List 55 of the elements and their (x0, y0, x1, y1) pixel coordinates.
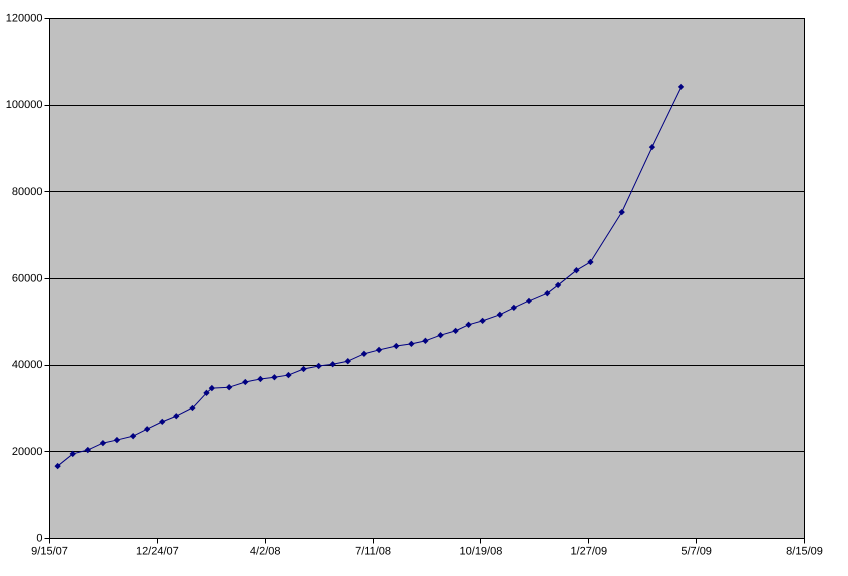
point (437, 332, 444, 338)
point (114, 436, 120, 444)
point (422, 338, 429, 344)
point (100, 440, 106, 446)
y-tick-label: 0 (36, 532, 42, 544)
point (226, 384, 232, 390)
y-tick-label: 120000 (6, 12, 42, 24)
point (510, 304, 518, 312)
y-tick-label: 100000 (6, 99, 42, 112)
y-tick-label: 60000 (12, 272, 42, 284)
point (300, 366, 307, 372)
point (315, 362, 322, 370)
x-tick-label: 8/15/09 (786, 546, 823, 558)
point (54, 462, 61, 470)
point (479, 318, 486, 324)
point (144, 426, 150, 432)
point (130, 433, 136, 440)
point (554, 282, 562, 288)
point (526, 298, 532, 304)
point (203, 390, 210, 396)
point (271, 374, 278, 380)
point (344, 358, 351, 364)
point (285, 372, 292, 378)
point (452, 328, 459, 334)
y-tick-label: 80000 (12, 186, 42, 198)
point (360, 350, 368, 357)
x-tick-label: 9/15/07 (31, 546, 68, 558)
x-tick-label: 4/2/08 (250, 546, 281, 558)
point (393, 342, 400, 350)
x-tick-label: 10/19/08 (460, 546, 502, 558)
point (257, 376, 264, 382)
point (173, 413, 180, 420)
point (678, 84, 684, 90)
point (587, 258, 594, 266)
point (208, 384, 216, 392)
point (573, 267, 580, 274)
y-tick-label: 20000 (12, 446, 42, 458)
point (84, 446, 91, 454)
point (648, 144, 656, 150)
point (544, 290, 550, 296)
point (242, 378, 248, 386)
y-tick-label: 40000 (12, 359, 42, 372)
point (618, 208, 625, 216)
point (70, 450, 76, 458)
point (330, 361, 336, 368)
point (465, 322, 472, 328)
point (496, 312, 504, 318)
point (376, 346, 382, 354)
point (189, 404, 196, 412)
point (159, 418, 166, 426)
x-tick-label: 12/24/07 (136, 546, 179, 558)
x-tick-label: 5/7/09 (681, 546, 712, 558)
point (408, 340, 415, 348)
x-tick-label: 1/27/09 (570, 546, 608, 558)
x-tick-label: 7/11/08 (355, 546, 392, 558)
